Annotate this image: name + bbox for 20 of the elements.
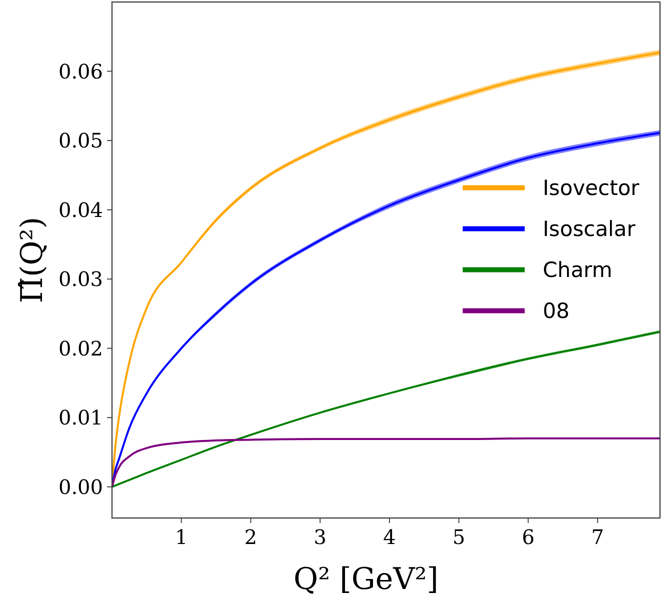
legend-label: Isoscalar [542, 217, 636, 242]
y-tick-label: 0.04 [58, 198, 103, 222]
y-tick-label: 0.02 [58, 336, 103, 360]
y-axis-title: Π̂(Q²) [15, 216, 50, 304]
y-tick-label: 0.06 [58, 59, 103, 84]
y-tick-label: 0.01 [58, 406, 103, 430]
y-tick-label: 0.05 [58, 128, 103, 153]
x-tick-label: 2 [244, 525, 258, 549]
x-tick-label: 1 [175, 525, 188, 549]
x-tick-label: 5 [452, 525, 466, 549]
legend-label: 08 [542, 299, 570, 324]
y-tick-label: 0.03 [58, 267, 103, 292]
legend-label: Isovector [542, 176, 640, 200]
x-tick-label: 7 [591, 525, 604, 549]
x-axis-title: Q² [GeV²] [294, 562, 438, 597]
x-tick-label: 4 [383, 525, 396, 549]
x-tick-label: 6 [522, 525, 535, 549]
y-tick-label: 0.00 [58, 474, 103, 499]
legend-label: Charm [542, 258, 612, 282]
x-tick-label: 3 [314, 525, 326, 549]
